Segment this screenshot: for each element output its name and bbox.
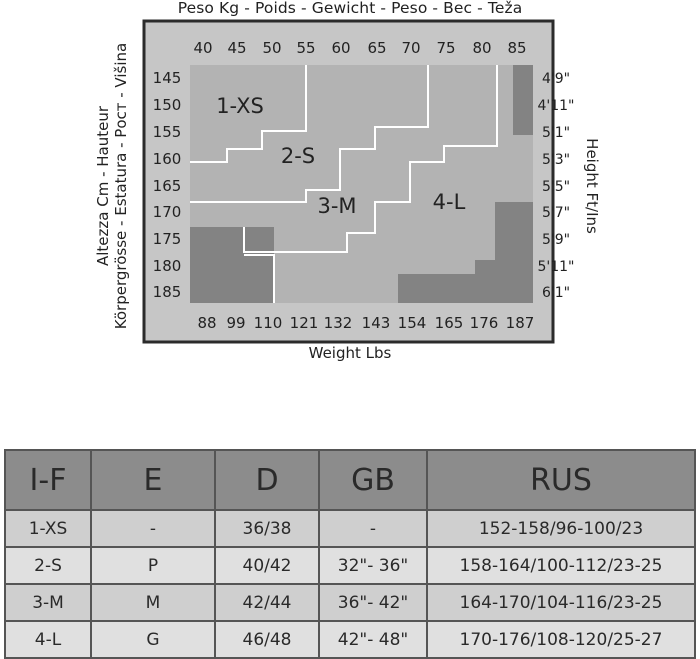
cm-tick-label: 155 <box>153 123 182 141</box>
zone-label-2-s: 2-S <box>281 144 315 168</box>
cm-tick-label: 150 <box>153 96 182 114</box>
cm-tick-label: 165 <box>153 177 182 195</box>
cm-tick-label: 185 <box>153 283 182 301</box>
out-of-range-areas <box>190 65 533 303</box>
cm-tick-label: 145 <box>153 69 182 87</box>
header-cell-e: E <box>90 449 216 511</box>
lbs-tick-label: 121 <box>290 314 319 332</box>
kg-tick-label: 40 <box>193 39 212 57</box>
boundary-xs-s <box>190 65 307 163</box>
ftin-tick-label: 5'3" <box>542 152 570 168</box>
table-row: 2-S P 40/42 32"- 36" 158-164/100-112/23-… <box>4 546 696 585</box>
size-boundaries <box>190 65 498 303</box>
lbs-tick-label: 176 <box>470 314 499 332</box>
boundary-heavy-short <box>244 254 275 303</box>
table-cell: 2-S <box>4 546 92 585</box>
boundary-m-l <box>243 65 498 253</box>
table-cell: 46/48 <box>214 620 320 659</box>
table-cell: P <box>90 546 216 585</box>
kg-tick-label: 65 <box>367 39 386 57</box>
lbs-tick-label: 110 <box>254 314 283 332</box>
cm-tick-label: 170 <box>153 203 182 221</box>
kg-tick-label: 55 <box>296 39 315 57</box>
table-cell: 1-XS <box>4 509 92 548</box>
table-row: 3-M M 42/44 36"- 42" 164-170/104-116/23-… <box>4 583 696 622</box>
size-chart: 40 45 50 55 60 65 70 75 80 85 88 99 110 121 132 143 154… <box>142 19 575 344</box>
table-cell: 42"- 48" <box>318 620 428 659</box>
table-cell: 32"- 36" <box>318 546 428 585</box>
ftin-tick-label: 5'7" <box>542 205 570 221</box>
zone-label-1-xs: 1-XS <box>216 94 264 118</box>
lbs-tick-label: 154 <box>398 314 427 332</box>
size-conversion-table: I-F E D GB RUS 1-XS - 36/38 - 152-158/96… <box>4 449 696 659</box>
ftin-tick-label: 4'9" <box>542 71 570 87</box>
lbs-tick-labels: 88 99 110 121 132 143 154 165 176 187 <box>197 314 534 332</box>
table-cell: G <box>90 620 216 659</box>
kg-tick-label: 85 <box>507 39 526 57</box>
cm-tick-labels: 145 150 155 160 165 170 175 180 185 <box>153 69 182 301</box>
table-cell: 170-176/108-120/25-27 <box>426 620 696 659</box>
table-cell: 158-164/100-112/23-25 <box>426 546 696 585</box>
table-header-row: I-F E D GB RUS <box>4 449 696 511</box>
table-cell: 3-M <box>4 583 92 622</box>
ftin-tick-label: 5'1" <box>542 125 570 141</box>
zone-labels: 1-XS 2-S 3-M 4-L <box>216 94 465 218</box>
kg-tick-label: 60 <box>331 39 350 57</box>
table-cell: 40/42 <box>214 546 320 585</box>
table-cell: M <box>90 583 216 622</box>
boundary-s-m <box>190 65 429 203</box>
zone-label-3-m: 3-M <box>317 194 356 218</box>
kg-tick-label: 75 <box>436 39 455 57</box>
header-cell-gb: GB <box>318 449 428 511</box>
x-axis-title: Weight Lbs <box>308 344 392 362</box>
lbs-tick-label: 99 <box>226 314 245 332</box>
table-cell: 164-170/104-116/23-25 <box>426 583 696 622</box>
header-cell-if: I-F <box>4 449 92 511</box>
cm-tick-label: 180 <box>153 257 182 275</box>
ftin-tick-label: 6'1" <box>542 285 570 301</box>
kg-tick-label: 80 <box>472 39 491 57</box>
table-row: 4-L G 46/48 42"- 48" 170-176/108-120/25-… <box>4 620 696 659</box>
out-of-range-heavy-short <box>190 227 274 303</box>
lbs-tick-label: 88 <box>197 314 216 332</box>
table-cell: 4-L <box>4 620 92 659</box>
lbs-tick-label: 132 <box>324 314 353 332</box>
kg-tick-label: 70 <box>401 39 420 57</box>
kg-tick-labels: 40 45 50 55 60 65 70 75 80 85 <box>193 39 526 57</box>
ftin-tick-label: 5'11" <box>537 259 574 275</box>
lbs-tick-label: 165 <box>435 314 464 332</box>
header-cell-d: D <box>214 449 320 511</box>
ftin-tick-label: 5'9" <box>542 232 570 248</box>
cm-tick-label: 175 <box>153 230 182 248</box>
table-cell: - <box>90 509 216 548</box>
ftin-tick-label: 5'5" <box>542 179 570 195</box>
header-cell-rus: RUS <box>426 449 696 511</box>
lbs-tick-label: 187 <box>506 314 535 332</box>
table-cell: 36"- 42" <box>318 583 428 622</box>
out-of-range-light-tall <box>513 65 533 135</box>
zone-label-4-l: 4-L <box>433 190 466 214</box>
table-cell: - <box>318 509 428 548</box>
out-of-range-heavy-tall <box>398 202 533 303</box>
table-cell: 36/38 <box>214 509 320 548</box>
ftin-tick-label: 4'11" <box>537 98 574 114</box>
table-cell: 152-158/96-100/23 <box>426 509 696 548</box>
table-row: 1-XS - 36/38 - 152-158/96-100/23 <box>4 509 696 548</box>
chart-title: Peso Kg - Poids - Gewicht - Peso - Bec -… <box>177 0 523 17</box>
ftin-tick-labels: 4'9" 4'11" 5'1" 5'3" 5'5" 5'7" 5'9" 5'11" 6'1" <box>537 71 574 301</box>
kg-tick-label: 45 <box>227 39 246 57</box>
lbs-tick-label: 143 <box>362 314 391 332</box>
kg-tick-label: 50 <box>262 39 281 57</box>
cm-tick-label: 160 <box>153 150 182 168</box>
table-cell: 42/44 <box>214 583 320 622</box>
